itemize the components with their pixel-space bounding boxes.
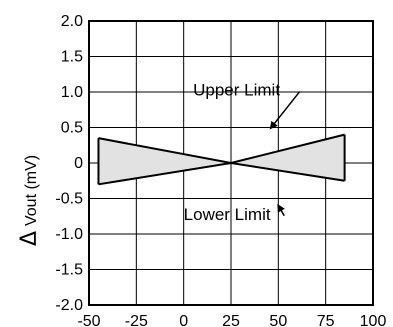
y-tick-label: 0.5 — [61, 120, 83, 137]
y-tick-label: -2.0 — [55, 297, 83, 314]
y-axis-label: Δ Vout (mV) — [17, 155, 42, 246]
plot-frame — [88, 20, 374, 306]
limit-band-fill — [98, 134, 345, 185]
x-tick-label: 75 — [317, 313, 335, 327]
x-tick-label: 25 — [222, 313, 240, 327]
y-tick-label: -1.0 — [55, 226, 83, 243]
limit-band — [98, 134, 345, 185]
y-tick-label: 1.0 — [61, 84, 83, 101]
upper-limit-annotation: Upper Limit — [193, 81, 280, 100]
lower-limit-line — [98, 161, 345, 186]
y-tick-label: 2.0 — [61, 13, 83, 30]
y-tick-label: -1.5 — [55, 262, 83, 279]
lower-limit-arrow — [277, 203, 285, 217]
x-tick-labels: -50 -25 0 25 50 75 100 — [77, 313, 386, 327]
x-tick-label: -50 — [77, 313, 100, 327]
upper-limit-arrow — [269, 91, 301, 130]
y-axis-label-text: Vout (mV) — [23, 155, 40, 226]
x-tick-label: -25 — [125, 313, 148, 327]
y-axis-label-symbol: Δ — [17, 231, 42, 246]
y-tick-label: -0.5 — [55, 191, 83, 208]
series-lines — [97, 133, 346, 186]
y-tick-label: 1.5 — [61, 49, 83, 66]
x-tick-label: 50 — [269, 313, 287, 327]
x-tick-label: 100 — [360, 313, 387, 327]
y-tick-labels: 2.0 1.5 1.0 0.5 0 -0.5 -1.0 -1.5 -2.0 — [55, 13, 83, 314]
annotations: Upper Limit Lower Limit — [184, 81, 301, 224]
lower-limit-annotation: Lower Limit — [184, 205, 271, 224]
y-tick-label: 0 — [74, 155, 83, 172]
x-tick-label: 0 — [179, 313, 188, 327]
